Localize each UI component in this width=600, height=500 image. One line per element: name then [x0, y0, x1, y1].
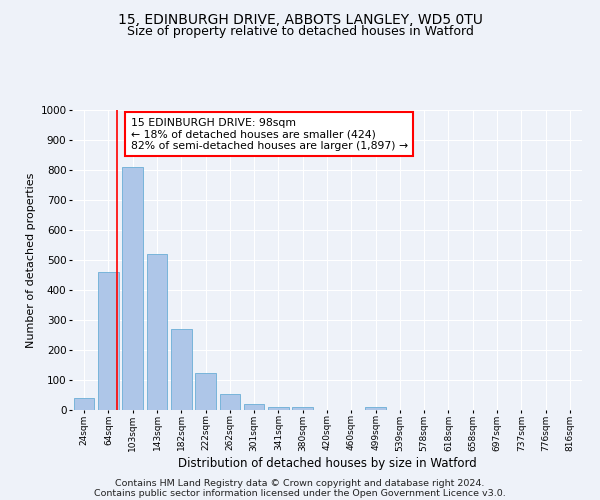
Bar: [220, 394, 240, 410]
Text: Contains public sector information licensed under the Open Government Licence v3: Contains public sector information licen…: [94, 488, 506, 498]
Text: 15, EDINBURGH DRIVE, ABBOTS LANGLEY, WD5 0TU: 15, EDINBURGH DRIVE, ABBOTS LANGLEY, WD5…: [118, 12, 482, 26]
Bar: [122, 167, 143, 410]
Y-axis label: Number of detached properties: Number of detached properties: [26, 172, 36, 348]
Bar: [146, 254, 167, 410]
X-axis label: Distribution of detached houses by size in Watford: Distribution of detached houses by size …: [178, 458, 476, 470]
Bar: [195, 372, 216, 410]
Bar: [98, 272, 119, 410]
Text: Size of property relative to detached houses in Watford: Size of property relative to detached ho…: [127, 25, 473, 38]
Bar: [365, 407, 386, 410]
Bar: [292, 407, 313, 410]
Bar: [244, 404, 265, 410]
Bar: [171, 329, 191, 410]
Bar: [74, 398, 94, 410]
Text: 15 EDINBURGH DRIVE: 98sqm
← 18% of detached houses are smaller (424)
82% of semi: 15 EDINBURGH DRIVE: 98sqm ← 18% of detac…: [131, 118, 408, 150]
Text: Contains HM Land Registry data © Crown copyright and database right 2024.: Contains HM Land Registry data © Crown c…: [115, 478, 485, 488]
Bar: [268, 407, 289, 410]
